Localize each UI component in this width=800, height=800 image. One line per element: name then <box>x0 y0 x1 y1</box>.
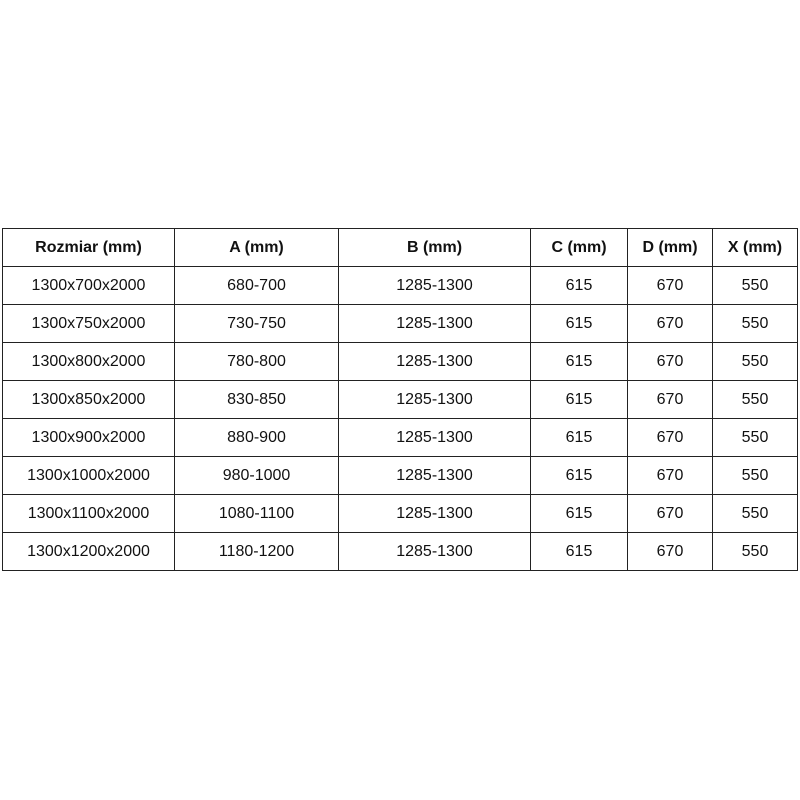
header-row: Rozmiar (mm) A (mm) B (mm) C (mm) D (mm)… <box>2 228 798 267</box>
cell-x: 550 <box>712 266 798 305</box>
table-row: 1300x750x2000 730-750 1285-1300 615 670 550 <box>2 304 798 343</box>
table-row: 1300x1100x2000 1080-1100 1285-1300 615 670 55… <box>2 494 798 533</box>
table-row: 1300x1200x2000 1180-1200 1285-1300 615 670 55… <box>2 532 798 571</box>
cell-b: 1285-1300 <box>338 532 531 571</box>
cell-x: 550 <box>712 380 798 419</box>
header-c: C (mm) <box>530 228 628 267</box>
table-row: 1300x850x2000 830-850 1285-1300 615 670 550 <box>2 380 798 419</box>
cell-a: 780-800 <box>174 342 339 381</box>
cell-rozmiar: 1300x750x2000 <box>2 304 175 343</box>
header-a: A (mm) <box>174 228 339 267</box>
cell-rozmiar: 1300x1100x2000 <box>2 494 175 533</box>
dimensions-table: Rozmiar (mm) A (mm) B (mm) C (mm) D (mm)… <box>2 228 798 571</box>
cell-a: 1080-1100 <box>174 494 339 533</box>
cell-rozmiar: 1300x900x2000 <box>2 418 175 457</box>
cell-d: 670 <box>627 532 713 571</box>
cell-d: 670 <box>627 418 713 457</box>
table-body: 1300x700x2000 680-700 1285-1300 615 670 550 13… <box>2 266 798 571</box>
cell-x: 550 <box>712 304 798 343</box>
cell-rozmiar: 1300x1000x2000 <box>2 456 175 495</box>
cell-d: 670 <box>627 266 713 305</box>
cell-b: 1285-1300 <box>338 456 531 495</box>
cell-a: 1180-1200 <box>174 532 339 571</box>
cell-x: 550 <box>712 342 798 381</box>
cell-b: 1285-1300 <box>338 494 531 533</box>
table-row: 1300x800x2000 780-800 1285-1300 615 670 550 <box>2 342 798 381</box>
cell-c: 615 <box>530 456 628 495</box>
cell-x: 550 <box>712 494 798 533</box>
cell-b: 1285-1300 <box>338 380 531 419</box>
cell-rozmiar: 1300x1200x2000 <box>2 532 175 571</box>
table-row: 1300x1000x2000 980-1000 1285-1300 615 670 550 <box>2 456 798 495</box>
cell-a: 680-700 <box>174 266 339 305</box>
table-row: 1300x700x2000 680-700 1285-1300 615 670 550 <box>2 266 798 305</box>
cell-b: 1285-1300 <box>338 304 531 343</box>
cell-c: 615 <box>530 380 628 419</box>
cell-x: 550 <box>712 456 798 495</box>
cell-c: 615 <box>530 418 628 457</box>
cell-b: 1285-1300 <box>338 266 531 305</box>
cell-x: 550 <box>712 418 798 457</box>
cell-a: 980-1000 <box>174 456 339 495</box>
cell-a: 730-750 <box>174 304 339 343</box>
cell-d: 670 <box>627 494 713 533</box>
cell-d: 670 <box>627 380 713 419</box>
header-rozmiar: Rozmiar (mm) <box>2 228 175 267</box>
cell-c: 615 <box>530 304 628 343</box>
cell-a: 880-900 <box>174 418 339 457</box>
cell-x: 550 <box>712 532 798 571</box>
cell-rozmiar: 1300x800x2000 <box>2 342 175 381</box>
cell-d: 670 <box>627 456 713 495</box>
cell-rozmiar: 1300x850x2000 <box>2 380 175 419</box>
cell-c: 615 <box>530 532 628 571</box>
cell-c: 615 <box>530 494 628 533</box>
header-b: B (mm) <box>338 228 531 267</box>
cell-b: 1285-1300 <box>338 418 531 457</box>
cell-a: 830-850 <box>174 380 339 419</box>
header-x: X (mm) <box>712 228 798 267</box>
cell-b: 1285-1300 <box>338 342 531 381</box>
cell-rozmiar: 1300x700x2000 <box>2 266 175 305</box>
cell-c: 615 <box>530 266 628 305</box>
table-row: 1300x900x2000 880-900 1285-1300 615 670 550 <box>2 418 798 457</box>
header-d: D (mm) <box>627 228 713 267</box>
cell-c: 615 <box>530 342 628 381</box>
cell-d: 670 <box>627 304 713 343</box>
cell-d: 670 <box>627 342 713 381</box>
